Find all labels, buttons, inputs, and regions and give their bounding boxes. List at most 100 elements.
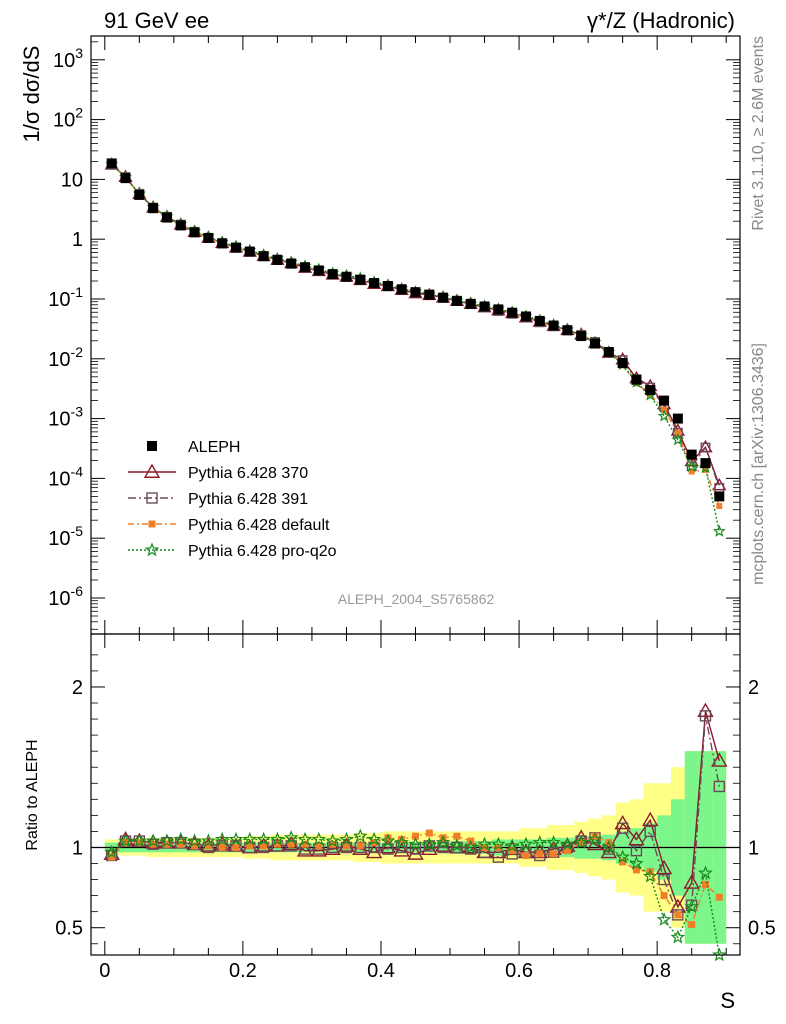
ratio-point-pq2o <box>394 834 409 849</box>
main-data-point <box>603 346 614 357</box>
legend-marker-pdefault <box>148 520 156 528</box>
header-left-label: 91 GeV ee <box>104 8 209 33</box>
ratio-y-tick-label: 2 <box>72 677 83 699</box>
ratio-point-p370 <box>628 831 645 846</box>
legend-entry-label: Pythia 6.428 pro-q2o <box>188 543 337 560</box>
main-data-point <box>134 189 145 200</box>
ratio-point-p391 <box>451 841 463 854</box>
ratio-point-p370 <box>393 842 410 857</box>
ratio-point-pq2o <box>504 838 520 853</box>
main-data-point <box>438 292 449 303</box>
ratio-point-p370 <box>711 752 728 767</box>
ratio-point-pdefault <box>508 847 516 855</box>
ratio-point-pq2o <box>159 833 175 848</box>
ratio-point-pq2o <box>118 833 133 848</box>
ratio-marks <box>103 702 728 962</box>
main-data-point <box>396 284 407 295</box>
ratio-point-pq2o <box>311 831 327 846</box>
main-data-point <box>161 212 172 223</box>
watermark-label: ALEPH_2004_S5765862 <box>338 591 495 607</box>
main-data-point <box>369 278 380 289</box>
main-data-point <box>576 331 587 342</box>
ratio-y-tick-label-right: 0.5 <box>748 918 776 940</box>
mcplots-label: mcplots.cern.ch [arXiv:1306.3436] <box>750 343 767 585</box>
ratio-point-pq2o <box>573 834 589 849</box>
ratio-point-pq2o <box>601 839 617 854</box>
ratio-point-pq2o <box>546 834 561 849</box>
ratio-point-pq2o <box>629 855 644 870</box>
y-tick-label: 10-3 <box>48 404 83 431</box>
ratio-point-pdefault <box>384 834 392 842</box>
main-data-point <box>590 338 601 349</box>
main-data-point <box>659 395 670 406</box>
y-axis-title-ratio: Ratio to ALEPH <box>24 739 41 850</box>
ratio-point-pq2o <box>408 836 423 851</box>
y-tick-label: 10-2 <box>48 344 83 371</box>
ratio-point-pq2o <box>712 947 727 962</box>
main-marks <box>104 157 727 537</box>
ratio-point-p391 <box>713 780 725 793</box>
main-data-point <box>355 274 366 285</box>
ratio-point-pq2o <box>532 834 548 849</box>
main-data-point <box>424 289 435 300</box>
ratio-point-pdefault <box>412 832 419 840</box>
ratio-point-p391 <box>423 840 436 852</box>
ratio-point-pdefault <box>342 842 350 850</box>
main-point-pq2o <box>685 459 699 473</box>
main-point-pq2o <box>671 433 685 446</box>
main-data-point <box>341 271 352 282</box>
y-tick-label: 10-6 <box>48 583 83 610</box>
ratio-point-pq2o <box>670 929 686 944</box>
main-data-point <box>617 358 628 369</box>
ratio-point-p370 <box>365 843 383 859</box>
main-data-point <box>258 251 269 262</box>
main-data-point <box>700 458 711 469</box>
ratio-point-pdefault <box>701 880 709 888</box>
ratio-point-p391 <box>616 822 629 834</box>
ratio-point-pq2o <box>283 830 299 845</box>
ratio-point-pq2o <box>132 833 147 848</box>
ratio-point-p391 <box>672 909 684 921</box>
ratio-point-pdefault <box>563 847 571 855</box>
main-point-pq2o <box>712 524 726 537</box>
y-tick-label: 103 <box>53 45 83 72</box>
ratio-point-p370 <box>407 845 424 860</box>
ratio-point-pdefault <box>135 839 143 847</box>
ratio-point-pdefault <box>218 843 226 851</box>
x-tick-label: 0.2 <box>229 960 257 982</box>
ratio-point-pdefault <box>356 842 364 850</box>
ratio-point-pq2o <box>656 912 672 926</box>
ratio-point-pq2o <box>187 833 202 848</box>
ratio-point-pq2o <box>560 836 575 851</box>
ratio-point-pdefault <box>315 842 323 850</box>
main-data-point <box>465 298 476 309</box>
x-tick-label: 0.4 <box>367 960 395 982</box>
ratio-point-pq2o <box>104 844 119 859</box>
main-data-point <box>672 413 683 424</box>
ratio-point-pq2o <box>684 899 699 914</box>
y-tick-label: 10-5 <box>48 523 83 550</box>
ratio-point-pq2o <box>518 836 534 851</box>
x-tick-label: 0 <box>99 960 110 982</box>
ratio-y-tick-label: 1 <box>72 837 83 859</box>
ratio-point-pq2o <box>449 838 465 853</box>
ratio-point-pdefault <box>204 842 212 850</box>
legend-marker-p370 <box>143 463 161 478</box>
legend-entry-label: Pythia 6.428 391 <box>188 491 308 508</box>
legend-marker-pq2o <box>144 542 160 557</box>
ratio-point-pdefault <box>122 839 130 847</box>
ratio-point-pdefault <box>536 850 544 858</box>
y-tick-label: 102 <box>53 105 83 132</box>
ratio-point-pq2o <box>463 839 478 854</box>
main-series-line <box>111 163 720 486</box>
y-tick-label: 10-4 <box>48 463 83 490</box>
ratio-point-p370 <box>683 874 700 889</box>
main-data-point <box>686 449 697 460</box>
main-data-point <box>562 325 573 336</box>
main-point-pdefault <box>688 468 695 475</box>
ratio-point-pq2o <box>214 831 230 846</box>
ratio-y-tick-label-right: 1 <box>748 837 759 859</box>
ratio-point-pdefault <box>191 842 199 850</box>
ratio-point-pq2o <box>353 828 368 843</box>
main-data-point <box>382 280 393 291</box>
